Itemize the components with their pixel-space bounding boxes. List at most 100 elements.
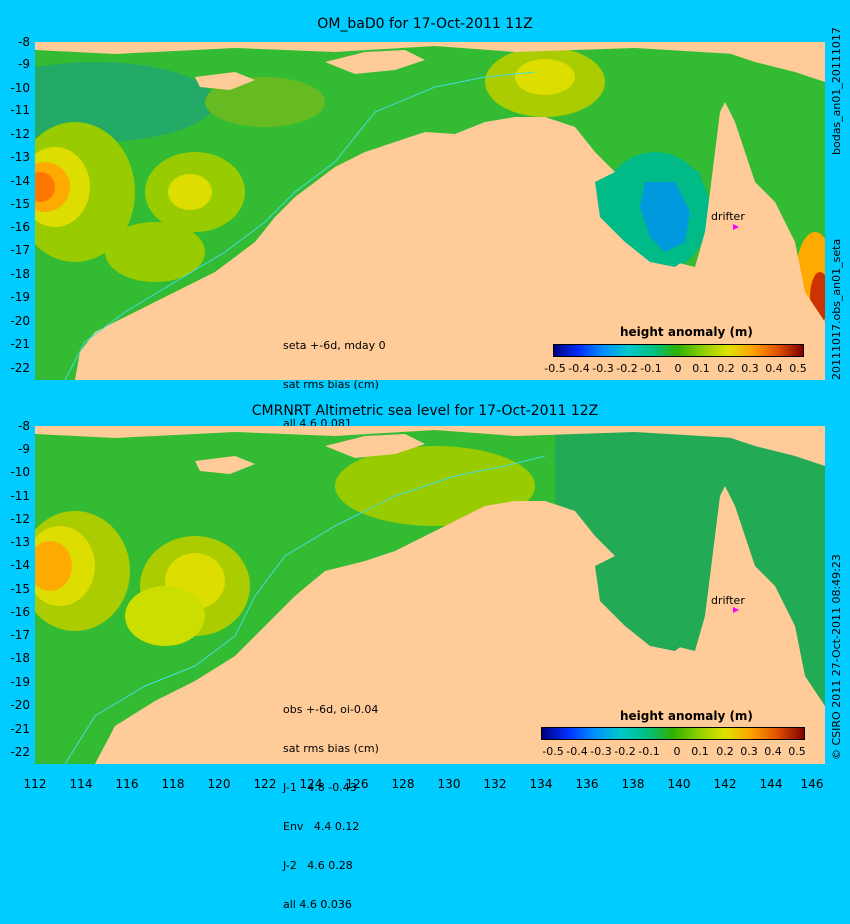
y-tick: -10: [10, 465, 30, 479]
x-tick: 140: [667, 777, 691, 791]
cbar-tick: 0: [674, 362, 682, 375]
y-tick: -8: [18, 419, 30, 433]
cbar-tick: 0.3: [741, 362, 759, 375]
panel2-side-label: © CSIRO 2011 27-Oct-2011 08:49:23: [830, 554, 843, 760]
panel1-side-label: 20111017.obs_an01_seta: [830, 238, 843, 380]
panel2-drifter-marker: [733, 607, 739, 613]
x-tick: 132: [483, 777, 507, 791]
y-tick: -15: [10, 582, 30, 596]
panel1-colorbar: [553, 344, 804, 357]
annot-line: J-2 4.6 0.28: [283, 859, 353, 872]
y-tick: -18: [10, 651, 30, 665]
panel1-drifter-marker: [733, 224, 739, 230]
y-tick: -10: [10, 81, 30, 95]
cbar-tick: 0.4: [764, 745, 782, 758]
y-tick: -13: [10, 150, 30, 164]
anomaly-blob: [515, 59, 575, 95]
panel2-drifter-label: drifter: [711, 594, 745, 607]
australia-landmass: [35, 486, 825, 764]
cbar-tick: -0.3: [590, 745, 612, 758]
y-tick: -13: [10, 535, 30, 549]
y-tick: -14: [10, 558, 30, 572]
australia-landmass: [35, 102, 825, 380]
annot-line: sat rms bias (cm): [283, 378, 379, 391]
x-tick: 138: [621, 777, 645, 791]
north-islands: [35, 42, 825, 54]
y-tick: -8: [18, 35, 30, 49]
cbar-tick: -0.2: [614, 745, 636, 758]
timor-island: [325, 434, 425, 458]
x-tick: 146: [800, 777, 824, 791]
anomaly-blob: [168, 174, 212, 210]
y-tick: -22: [10, 745, 30, 759]
new-guinea: [685, 426, 825, 466]
shelf-contour: [64, 455, 546, 764]
y-tick: -20: [10, 698, 30, 712]
y-tick: -16: [10, 605, 30, 619]
y-tick: -17: [10, 243, 30, 257]
cbar-tick: 0.4: [765, 362, 783, 375]
anomaly-blob: [35, 172, 55, 202]
x-tick: 116: [115, 777, 139, 791]
cbar-tick: -0.5: [544, 362, 566, 375]
x-tick: 122: [253, 777, 277, 791]
y-tick: -11: [10, 489, 30, 503]
x-tick: 120: [207, 777, 231, 791]
y-tick: -12: [10, 127, 30, 141]
x-tick: 126: [345, 777, 369, 791]
x-tick: 134: [529, 777, 553, 791]
x-tick: 118: [161, 777, 185, 791]
panel2-map-svg: [35, 426, 825, 764]
panel2-annotation: obs +-6d, oi-0.04 sat rms bias (cm) J-1 …: [283, 677, 379, 924]
cbar-tick: -0.4: [568, 362, 590, 375]
anomaly-blob: [205, 77, 325, 127]
y-tick: -9: [18, 442, 30, 456]
cbar-tick: 0.3: [740, 745, 758, 758]
annot-line: obs +-6d, oi-0.04: [283, 703, 379, 716]
x-tick: 124: [299, 777, 323, 791]
y-tick: -22: [10, 361, 30, 375]
sumba-island: [195, 72, 255, 90]
panel1-title: OM_baD0 for 17-Oct-2011 11Z: [317, 16, 533, 32]
annot-line: all 4.6 0.036: [283, 898, 352, 911]
x-tick: 144: [759, 777, 783, 791]
y-tick: -21: [10, 337, 30, 351]
annot-line: sat rms bias (cm): [283, 742, 379, 755]
cbar-tick: -0.2: [616, 362, 638, 375]
panel2-colorbar-title: height anomaly (m): [620, 709, 753, 723]
anomaly-blob: [35, 541, 72, 591]
y-tick: -20: [10, 314, 30, 328]
y-tick: -18: [10, 267, 30, 281]
y-tick: -9: [18, 57, 30, 71]
cbar-tick: 0: [673, 745, 681, 758]
cbar-tick: 0.1: [691, 745, 709, 758]
y-tick: -15: [10, 197, 30, 211]
shelf-contour: [64, 71, 536, 380]
cbar-tick: 0.2: [717, 362, 735, 375]
y-tick: -14: [10, 174, 30, 188]
sumba-island: [195, 456, 255, 474]
panel2-title: CMRNRT Altimetric sea level for 17-Oct-2…: [251, 403, 599, 419]
x-tick: 136: [575, 777, 599, 791]
gulf-of-carpentaria: [595, 546, 705, 651]
north-islands: [35, 426, 825, 438]
anomaly-blob: [35, 62, 215, 142]
panel1-map-svg: [35, 42, 825, 380]
gulf-inner: [640, 182, 690, 252]
panel1-drifter-label: drifter: [711, 210, 745, 223]
cbar-tick: -0.1: [638, 745, 660, 758]
annot-line: seta +-6d, mday 0: [283, 339, 386, 352]
cbar-tick: 0.1: [692, 362, 710, 375]
cbar-tick: -0.5: [542, 745, 564, 758]
x-tick: 128: [391, 777, 415, 791]
timor-island: [325, 50, 425, 74]
panel2-map[interactable]: [35, 426, 825, 764]
annot-line: Env 4.4 0.12: [283, 820, 360, 833]
panel1-map[interactable]: [35, 42, 825, 380]
y-tick: -16: [10, 220, 30, 234]
cbar-tick: -0.4: [566, 745, 588, 758]
x-tick: 114: [69, 777, 93, 791]
cbar-tick: -0.1: [640, 362, 662, 375]
y-tick: -21: [10, 722, 30, 736]
x-tick: 130: [437, 777, 461, 791]
